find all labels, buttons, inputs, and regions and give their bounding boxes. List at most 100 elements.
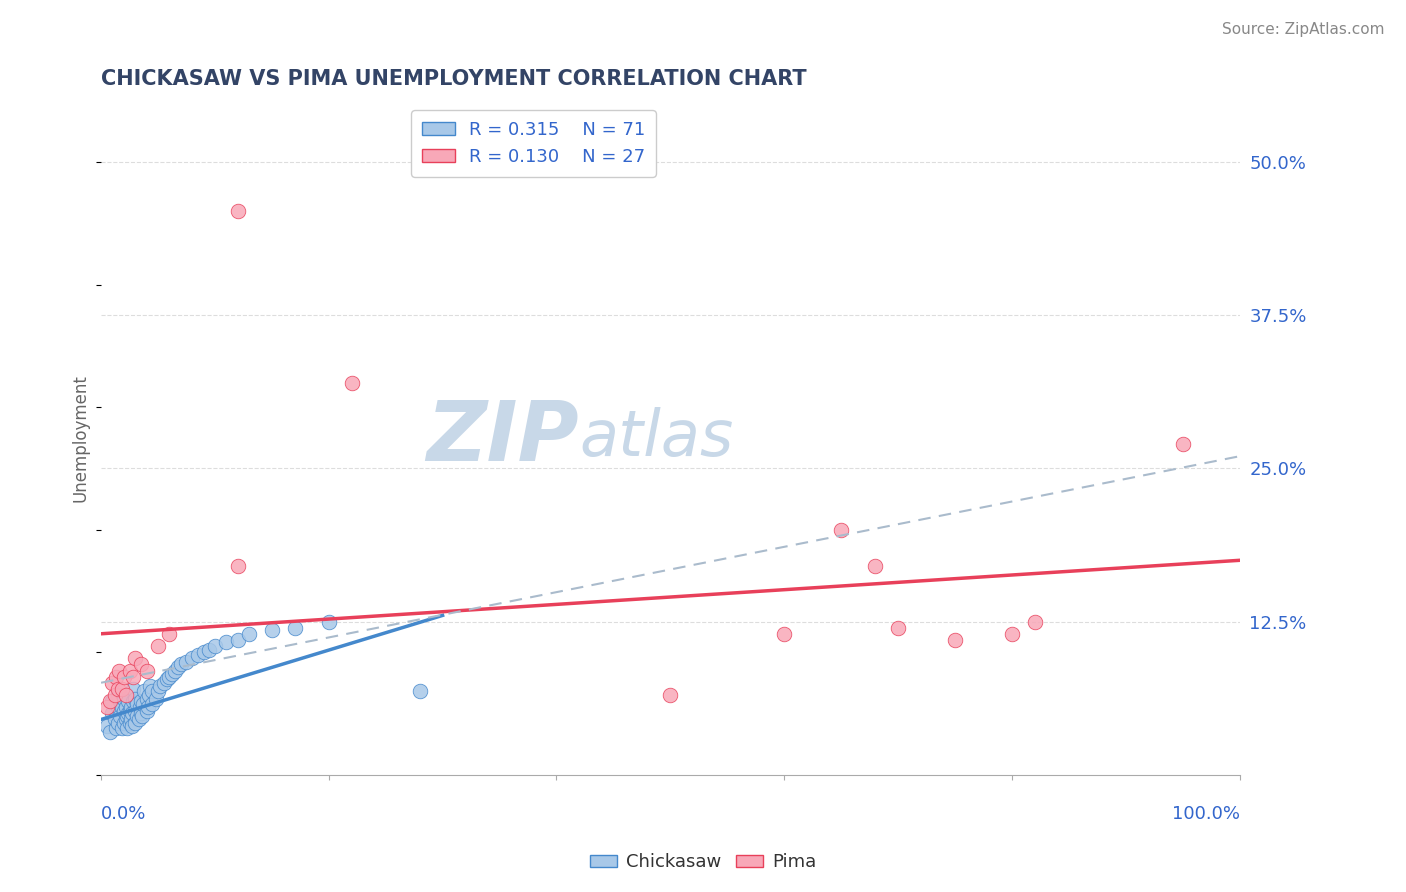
Point xyxy=(138,688,160,702)
Point xyxy=(139,680,162,694)
Point xyxy=(181,651,204,665)
Point xyxy=(146,639,169,653)
Point xyxy=(128,713,150,727)
Point xyxy=(110,700,132,714)
Point xyxy=(128,700,150,714)
Point xyxy=(115,708,138,723)
Point xyxy=(107,700,129,714)
Point xyxy=(157,670,180,684)
Point xyxy=(149,680,172,694)
Point xyxy=(104,721,127,735)
Point xyxy=(226,204,249,219)
Point xyxy=(318,615,340,629)
Point xyxy=(187,648,209,662)
Point xyxy=(115,688,138,702)
Point xyxy=(115,700,138,714)
Text: Source: ZipAtlas.com: Source: ZipAtlas.com xyxy=(1222,22,1385,37)
Point xyxy=(167,660,190,674)
Point xyxy=(165,664,187,678)
Point xyxy=(132,697,155,711)
Point xyxy=(409,684,432,698)
Point xyxy=(284,621,307,635)
Point xyxy=(101,706,124,721)
Point xyxy=(98,694,121,708)
Text: CHICKASAW VS PIMA UNEMPLOYMENT CORRELATION CHART: CHICKASAW VS PIMA UNEMPLOYMENT CORRELATI… xyxy=(101,69,807,88)
Point xyxy=(112,716,135,731)
Point xyxy=(127,708,149,723)
Point xyxy=(124,716,146,731)
Point xyxy=(135,664,157,678)
Point xyxy=(122,670,145,684)
Point xyxy=(659,688,682,702)
Point xyxy=(141,697,163,711)
Point xyxy=(830,523,852,537)
Point xyxy=(146,684,169,698)
Point xyxy=(118,704,141,718)
Point xyxy=(122,694,145,708)
Point xyxy=(129,694,152,708)
Legend: R = 0.315    N = 71, R = 0.130    N = 27: R = 0.315 N = 71, R = 0.130 N = 27 xyxy=(411,111,657,177)
Point xyxy=(124,691,146,706)
Point xyxy=(115,713,138,727)
Point xyxy=(110,708,132,723)
Point xyxy=(135,704,157,718)
Point xyxy=(121,718,143,732)
Point xyxy=(96,700,118,714)
Point xyxy=(96,718,118,732)
Point xyxy=(943,632,966,647)
Point xyxy=(1024,615,1046,629)
Point xyxy=(117,694,139,708)
Point xyxy=(773,627,796,641)
Point xyxy=(198,642,221,657)
Point xyxy=(98,724,121,739)
Point xyxy=(124,651,146,665)
Y-axis label: Unemployment: Unemployment xyxy=(72,374,89,502)
Point xyxy=(176,655,198,669)
Point xyxy=(193,645,215,659)
Point xyxy=(1001,627,1024,641)
Point xyxy=(110,721,132,735)
Point xyxy=(122,681,145,696)
Point xyxy=(124,704,146,718)
Point xyxy=(104,688,127,702)
Point xyxy=(340,376,363,390)
Point xyxy=(141,684,163,698)
Text: 100.0%: 100.0% xyxy=(1171,805,1240,823)
Point xyxy=(238,627,260,641)
Point xyxy=(117,706,139,721)
Point xyxy=(127,697,149,711)
Point xyxy=(107,688,129,702)
Point xyxy=(120,713,142,727)
Point xyxy=(118,716,141,731)
Legend: Chickasaw, Pima: Chickasaw, Pima xyxy=(582,847,824,879)
Point xyxy=(136,700,159,714)
Point xyxy=(131,708,153,723)
Point xyxy=(112,704,135,718)
Point xyxy=(108,664,131,678)
Point xyxy=(104,670,127,684)
Point xyxy=(170,657,193,672)
Point xyxy=(118,664,141,678)
Point xyxy=(226,632,249,647)
Point xyxy=(129,706,152,721)
Point xyxy=(160,667,183,681)
Text: ZIP: ZIP xyxy=(426,397,579,478)
Point xyxy=(215,635,238,649)
Point xyxy=(204,639,226,653)
Point xyxy=(110,681,132,696)
Text: atlas: atlas xyxy=(579,407,734,469)
Point xyxy=(104,713,127,727)
Point xyxy=(115,721,138,735)
Point xyxy=(157,627,180,641)
Point xyxy=(156,672,179,686)
Text: 0.0%: 0.0% xyxy=(101,805,146,823)
Point xyxy=(121,706,143,721)
Point xyxy=(129,657,152,672)
Point xyxy=(101,694,124,708)
Point xyxy=(112,670,135,684)
Point xyxy=(152,675,174,690)
Point xyxy=(101,675,124,690)
Point xyxy=(145,691,167,706)
Point xyxy=(226,559,249,574)
Point xyxy=(134,684,156,698)
